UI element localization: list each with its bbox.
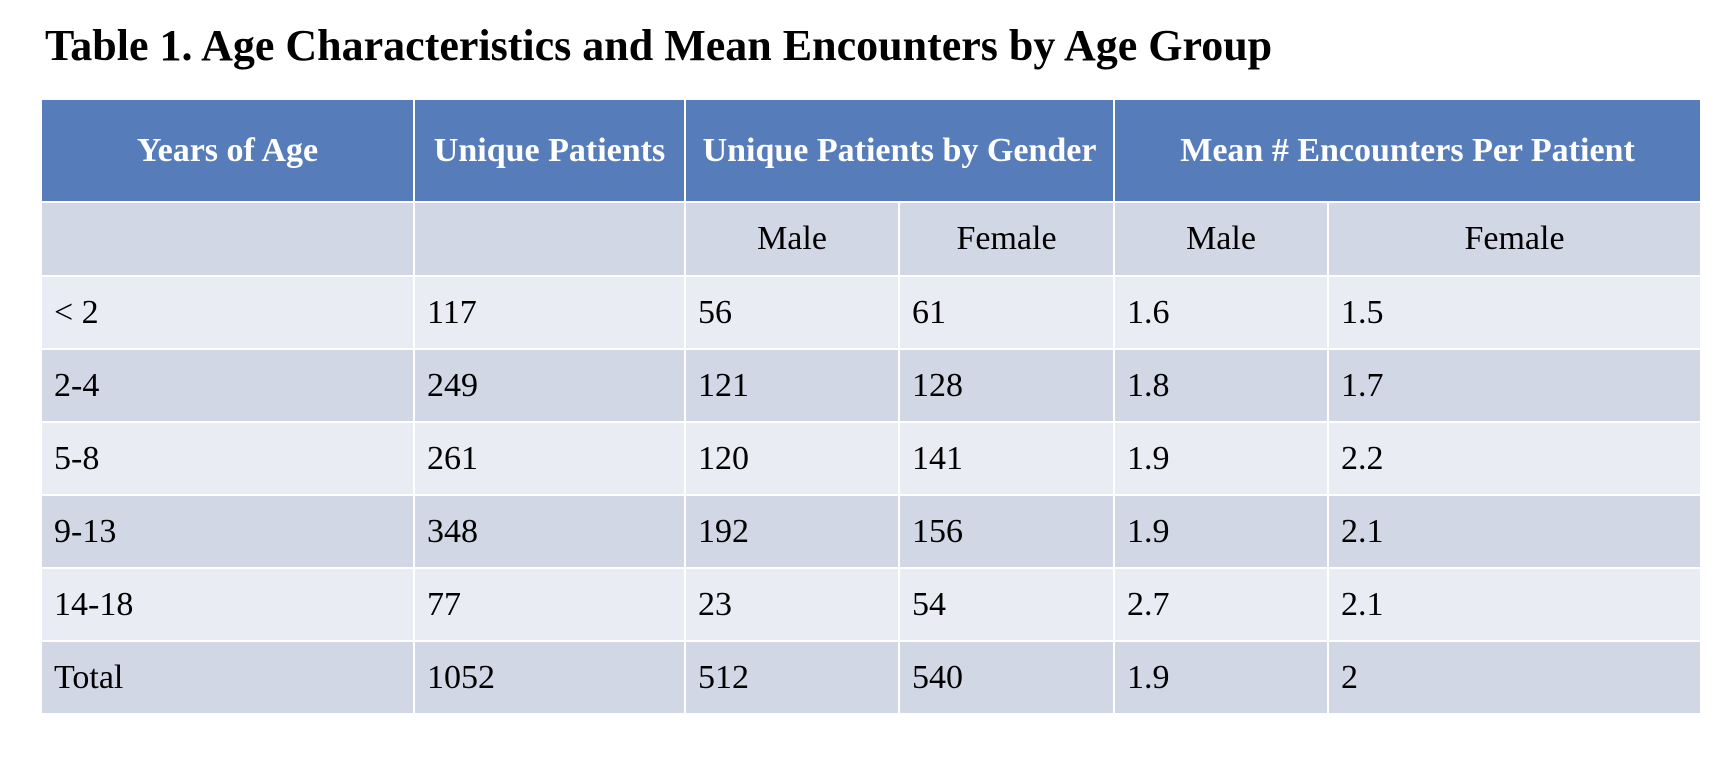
cell-female-mean-encounters: 2.1: [1327, 567, 1703, 642]
cell-female-patients: 54: [897, 567, 1116, 642]
cell-male-mean-encounters: 2.7: [1113, 567, 1330, 642]
table-row: < 2 117 56 61 1.6 1.5: [40, 275, 1703, 350]
cell-male-patients: 56: [684, 275, 900, 350]
cell-female-mean-encounters: 2: [1327, 640, 1703, 715]
header-years-of-age: Years of Age: [40, 98, 415, 203]
subheader-row: Male Female Male Female: [40, 201, 1703, 277]
header-row: Years of Age Unique Patients Unique Pati…: [40, 98, 1703, 203]
cell-female-patients: 156: [897, 494, 1116, 569]
subheader-blank: [413, 201, 686, 277]
cell-age-group: Total: [40, 640, 415, 715]
table-row-total: Total 1052 512 540 1.9 2: [40, 640, 1703, 715]
cell-female-mean-encounters: 1.7: [1327, 348, 1703, 423]
subheader-blank: [40, 201, 415, 277]
cell-female-patients: 141: [897, 421, 1116, 496]
cell-male-patients: 192: [684, 494, 900, 569]
cell-female-patients: 61: [897, 275, 1116, 350]
cell-female-mean-encounters: 2.2: [1327, 421, 1703, 496]
header-unique-patients: Unique Patients: [413, 98, 686, 203]
cell-male-mean-encounters: 1.9: [1113, 640, 1330, 715]
table-row: 9-13 348 192 156 1.9 2.1: [40, 494, 1703, 569]
cell-female-mean-encounters: 2.1: [1327, 494, 1703, 569]
cell-male-patients: 120: [684, 421, 900, 496]
cell-male-patients: 121: [684, 348, 900, 423]
cell-unique-patients: 117: [413, 275, 686, 350]
cell-unique-patients: 348: [413, 494, 686, 569]
cell-female-patients: 540: [897, 640, 1116, 715]
cell-unique-patients: 77: [413, 567, 686, 642]
cell-male-patients: 23: [684, 567, 900, 642]
cell-age-group: 2-4: [40, 348, 415, 423]
cell-age-group: 5-8: [40, 421, 415, 496]
subheader-encounters-male: Male: [1113, 201, 1330, 277]
table-row: 14-18 77 23 54 2.7 2.1: [40, 567, 1703, 642]
cell-female-mean-encounters: 1.5: [1327, 275, 1703, 350]
cell-female-patients: 128: [897, 348, 1116, 423]
cell-unique-patients: 261: [413, 421, 686, 496]
cell-male-mean-encounters: 1.6: [1113, 275, 1330, 350]
cell-male-mean-encounters: 1.9: [1113, 494, 1330, 569]
cell-age-group: 14-18: [40, 567, 415, 642]
table-row: 5-8 261 120 141 1.9 2.2: [40, 421, 1703, 496]
cell-male-mean-encounters: 1.9: [1113, 421, 1330, 496]
cell-age-group: < 2: [40, 275, 415, 350]
subheader-gender-male: Male: [684, 201, 900, 277]
subheader-encounters-female: Female: [1327, 201, 1703, 277]
table-title: Table 1. Age Characteristics and Mean En…: [45, 21, 1273, 70]
header-mean-encounters-per-patient: Mean # Encounters Per Patient: [1113, 98, 1703, 203]
age-characteristics-table: Years of Age Unique Patients Unique Pati…: [40, 98, 1703, 715]
table-row: 2-4 249 121 128 1.8 1.7: [40, 348, 1703, 423]
cell-male-mean-encounters: 1.8: [1113, 348, 1330, 423]
subheader-gender-female: Female: [897, 201, 1116, 277]
cell-unique-patients: 249: [413, 348, 686, 423]
cell-unique-patients: 1052: [413, 640, 686, 715]
cell-male-patients: 512: [684, 640, 900, 715]
header-unique-patients-by-gender: Unique Patients by Gender: [683, 98, 1116, 203]
cell-age-group: 9-13: [40, 494, 415, 569]
